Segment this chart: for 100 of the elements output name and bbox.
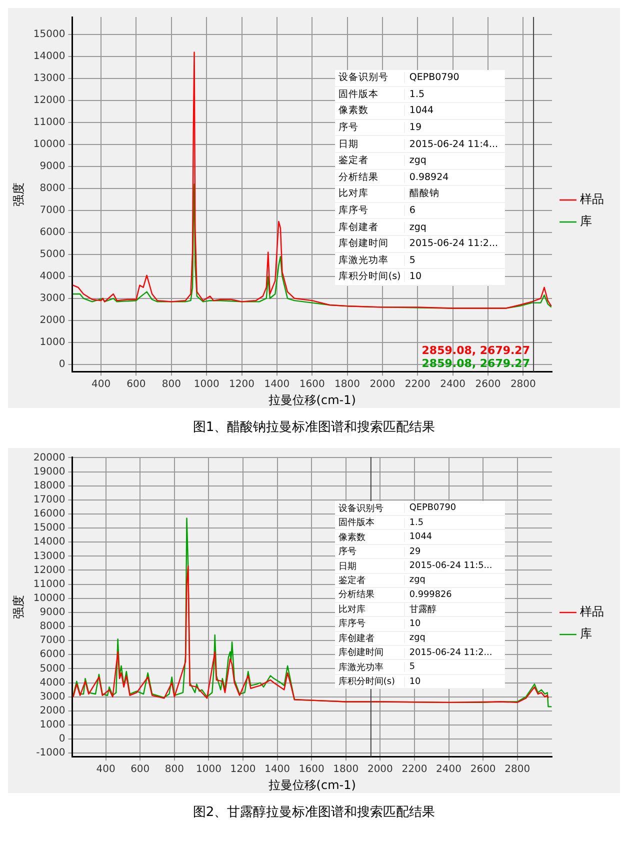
annotation: 日期: [337, 138, 360, 151]
x-tick-label: 2000: [370, 379, 396, 390]
annotation: 甘露醇: [404, 602, 506, 616]
annotation: 比对库: [337, 187, 370, 200]
x-tick-label: 1800: [333, 764, 359, 776]
y-tick-label: 16000: [33, 508, 66, 520]
y-tick-label: 12000: [33, 95, 66, 106]
annotation: 10: [404, 618, 506, 629]
y-tick-label: 15000: [33, 29, 66, 40]
x-tick-label: 600: [130, 764, 150, 776]
x-tick-label: 400: [96, 764, 116, 776]
y-tick-label: 7000: [40, 635, 66, 646]
annotation: 2015-06-24 11:2...: [404, 648, 506, 658]
x-axis-title: 拉曼位移(cm-1): [268, 392, 356, 407]
annotation: 库激光功率: [337, 662, 384, 674]
annotation: zgq: [404, 222, 506, 233]
y-tick-label: 17000: [33, 494, 66, 506]
annotation: 1.5: [404, 88, 506, 100]
x-tick-label: 1000: [194, 379, 220, 390]
annotation: 库创建时间: [337, 646, 384, 660]
annotation: 分析结果: [337, 170, 380, 184]
annotation: 库序号: [337, 204, 370, 218]
annotation: zgq: [404, 155, 506, 166]
legend-label: 样品: [580, 192, 604, 206]
annotation: 5: [404, 662, 506, 672]
annotation: 1044: [404, 532, 506, 542]
y-tick-label: 11000: [33, 578, 66, 590]
annotation: 19: [404, 122, 506, 134]
annotation: 库创建者: [337, 220, 380, 234]
y-tick-label: 5000: [40, 663, 66, 674]
y-tick-label: 14000: [33, 51, 66, 62]
y-tick-label: 8000: [40, 183, 66, 194]
y-axis-title: 强度: [11, 594, 26, 619]
annotation: 2015-06-24 11:5...: [404, 561, 506, 571]
y-tick-label: 3000: [40, 691, 66, 702]
y-tick-label: 2000: [40, 314, 66, 326]
y-tick-label: 20000: [33, 452, 66, 464]
annotation: 比对库: [337, 604, 366, 616]
annotation: 29: [404, 546, 506, 557]
annotation: 固件版本: [337, 516, 376, 530]
x-tick-label: 800: [162, 379, 181, 390]
y-tick-label: 15000: [33, 522, 66, 534]
annotation: 序号: [337, 546, 358, 558]
annotation: 库创建时间: [337, 237, 390, 250]
annotation: 分析结果: [337, 588, 376, 602]
x-tick-label: 2800: [510, 379, 536, 390]
annotation: 0.999826: [404, 590, 506, 600]
y-tick-label: 6000: [40, 227, 66, 238]
x-tick-label: 600: [126, 379, 146, 390]
x-tick-label: 2800: [504, 764, 530, 776]
y-tick-label: 7000: [40, 205, 66, 216]
y-tick-label: 13000: [33, 73, 66, 84]
y-tick-label: 14000: [33, 536, 66, 548]
x-tick-label: 2600: [470, 764, 496, 776]
annotation: 0.98924: [404, 172, 506, 183]
y-tick-label: 4000: [40, 677, 66, 688]
annotation: 序号: [337, 121, 360, 134]
text: 图1、醋酸钠拉曼标准图谱和搜索匹配结果: [192, 419, 436, 437]
y-tick-label: 6000: [40, 649, 66, 660]
y-tick-label: 8000: [40, 621, 66, 632]
annotation: 6: [404, 205, 506, 216]
x-tick-label: 2400: [440, 379, 466, 390]
annotation: 像素数: [337, 532, 366, 544]
annotation: QEPB0790: [404, 72, 506, 84]
legend-label: 库: [580, 626, 592, 641]
legend-label: 样品: [580, 604, 604, 619]
x-axis-title: 拉曼位移(cm-1): [268, 778, 356, 792]
x-tick-label: 2200: [402, 764, 428, 776]
x-tick-label: 800: [164, 764, 184, 776]
annotation: 库积分时间(s): [337, 270, 402, 284]
y-tick-label: 1000: [40, 720, 66, 731]
annotation: 1044: [404, 105, 506, 116]
annotation: QEPB0790: [404, 503, 506, 514]
x-tick-label: 400: [92, 379, 111, 390]
annotation: 10: [404, 676, 506, 687]
x-tick-label: 2400: [436, 764, 462, 776]
x-tick-label: 2200: [404, 379, 430, 390]
annotation: 库序号: [337, 618, 366, 630]
x-tick-label: 1400: [264, 764, 290, 776]
annotation: 设备识别号: [337, 502, 384, 515]
legend-label: 库: [580, 214, 592, 228]
annotation: 鉴定者: [337, 574, 366, 587]
annotation: 10: [404, 271, 506, 282]
annotation: 2015-06-24 11:2...: [404, 238, 506, 250]
x-tick-label: 1200: [229, 379, 254, 390]
y-tick-label: 19000: [33, 466, 66, 478]
y-tick-label: 11000: [33, 117, 66, 128]
y-tick-label: 9000: [40, 607, 66, 618]
y-tick-label: 13000: [33, 550, 66, 562]
y-tick-label: 0: [58, 358, 66, 370]
annotation: 2859.08, 2679.27: [422, 356, 530, 370]
y-tick-label: 10000: [33, 139, 66, 150]
y-tick-label: 18000: [33, 480, 66, 492]
annotation: 库创建者: [337, 632, 376, 645]
annotation: 库激光功率: [337, 254, 390, 267]
annotation: 醋酸钠: [404, 187, 506, 200]
x-tick-label: 2000: [367, 764, 393, 776]
annotation: zgq: [404, 575, 506, 586]
y-tick-label: 3000: [40, 292, 66, 304]
y-tick-label: 9000: [40, 161, 66, 172]
